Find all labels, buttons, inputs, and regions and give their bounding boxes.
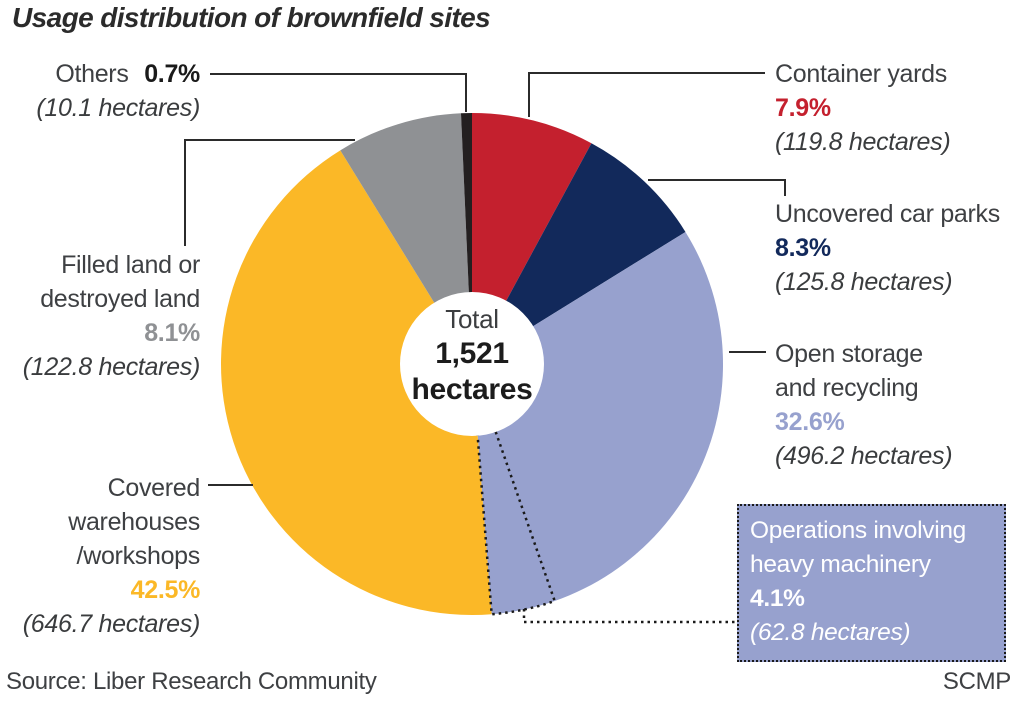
label-uncovered-car-parks-pct: 8.3% [775,234,831,262]
leader-heavy-machinery-dotted [522,609,737,624]
label-filled-land-name-1: Filled land or [61,251,200,279]
label-open-storage-pct: 32.6% [775,408,845,436]
label-covered-warehouses-name-2: warehouses [68,508,200,536]
label-open-storage-name-2: and recycling [775,374,919,402]
leader-uncovered-car-parks [648,179,786,196]
donut-center-total: Total 1,521 hectares [362,303,582,408]
label-covered-warehouses-name-1: Covered [107,474,201,502]
heavy-machinery-name-2: heavy machinery [750,551,931,578]
label-covered-warehouses-pct: 42.5% [130,576,201,604]
label-open-storage: Open storage and recycling 32.6% (496.2 … [775,337,953,473]
label-container-yards-pct: 7.9% [775,94,831,122]
label-container-yards-name: Container yards [775,60,947,88]
leader-others [210,73,467,112]
label-others: Others 0.7% (10.1 hectares) [36,57,200,125]
label-filled-land-name-2: destroyed land [40,285,200,313]
label-others-name: Others [55,60,129,88]
chart-title: Usage distribution of brownfield sites [12,2,491,33]
label-open-storage-name-1: Open storage [775,340,923,368]
label-others-pct: 0.7% [144,60,200,88]
source-credit: Source: Liber Research Community [6,668,377,695]
heavy-machinery-hectares: (62.8 hectares) [750,619,911,646]
label-uncovered-car-parks: Uncovered car parks 8.3% (125.8 hectares… [775,197,1000,299]
label-covered-warehouses-hectares: (646.7 hectares) [22,610,201,638]
heavy-machinery-callout-box: Operations involving heavy machinery 4.1… [737,504,1006,662]
leader-container-yards [528,72,765,117]
label-others-hectares: (10.1 hectares) [36,94,200,122]
heavy-machinery-pct: 4.1% [750,585,805,612]
label-filled-land-hectares: (122.8 hectares) [22,353,201,381]
label-container-yards-hectares: (119.8 hectares) [775,128,951,156]
pie-slice-uncovered_car_parks [472,143,686,364]
total-word: Total [445,304,499,334]
total-unit: hectares [411,373,533,406]
heavy-machinery-name-1: Operations involving [750,517,966,544]
pie-slice-covered_warehouses [221,150,492,616]
label-uncovered-car-parks-hectares: (125.8 hectares) [775,268,953,296]
label-covered-warehouses: Covered warehouses /workshops 42.5% (646… [22,471,201,641]
label-filled-land: Filled land or destroyed land 8.1% (122.… [22,248,201,384]
label-filled-land-pct: 8.1% [144,319,200,347]
label-uncovered-car-parks-name: Uncovered car parks [775,200,1000,228]
label-open-storage-hectares: (496.2 hectares) [775,442,953,470]
label-covered-warehouses-name-3: /workshops [76,542,201,570]
pie-slice-open_storage [472,231,724,615]
pie-slices [221,112,724,616]
label-container-yards: Container yards 7.9% (119.8 hectares) [775,57,951,159]
total-value: 1,521 [435,337,509,370]
publisher-credit: SCMP [942,668,1011,695]
leader-filled-land [184,139,355,246]
donut-hole [400,292,544,436]
